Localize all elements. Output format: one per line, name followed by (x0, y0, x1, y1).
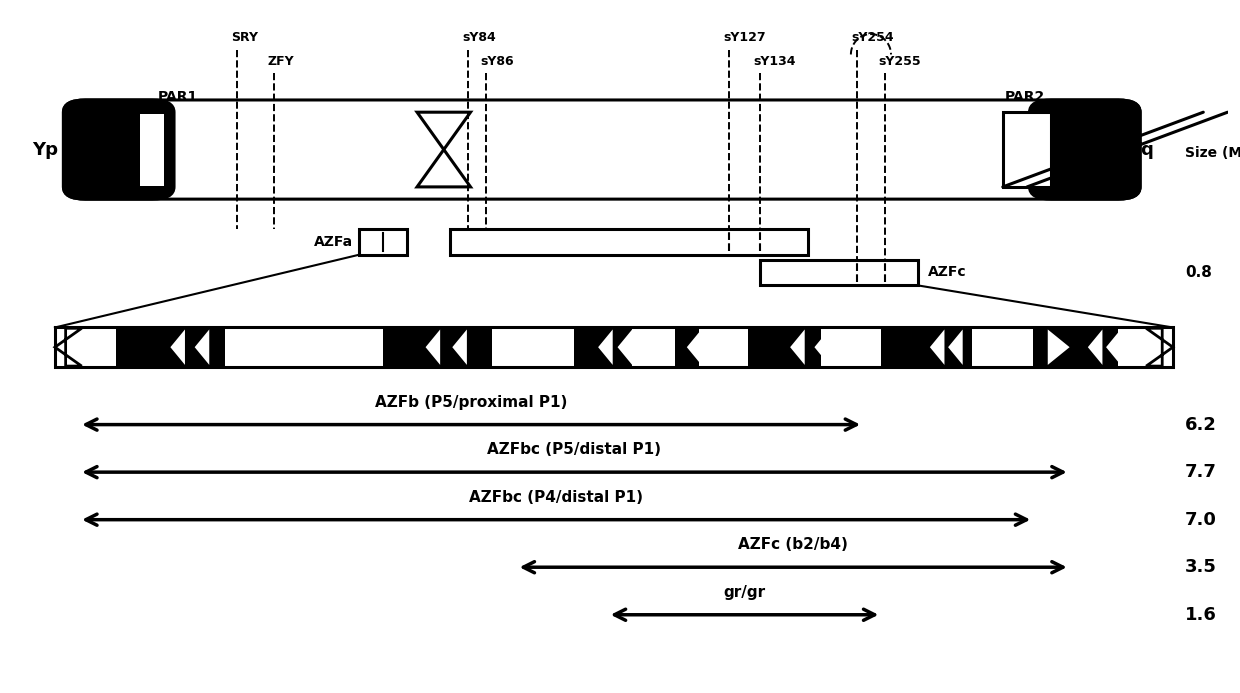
Bar (748, 328, 821, 367)
Polygon shape (425, 329, 440, 365)
Text: Yp: Yp (32, 141, 58, 159)
Bar (1003, 112, 1052, 187)
Polygon shape (1106, 329, 1121, 365)
Polygon shape (1048, 329, 1070, 365)
Bar (574, 328, 632, 367)
Text: AZFa: AZFa (314, 235, 352, 249)
Bar (450, 229, 808, 255)
Polygon shape (288, 329, 310, 365)
Polygon shape (687, 329, 702, 365)
Polygon shape (170, 329, 185, 365)
Polygon shape (930, 329, 945, 365)
Polygon shape (790, 329, 805, 365)
Polygon shape (713, 329, 735, 365)
Bar (249, 331, 383, 363)
Text: gr/gr: gr/gr (723, 585, 765, 600)
Text: 6.2: 6.2 (1185, 416, 1216, 434)
Bar (699, 331, 748, 363)
Polygon shape (815, 329, 830, 365)
Bar (115, 328, 224, 367)
Text: Size (Mb): Size (Mb) (1185, 146, 1240, 160)
Bar (675, 328, 699, 367)
FancyBboxPatch shape (63, 100, 174, 199)
Bar (358, 229, 407, 255)
Bar (383, 328, 492, 367)
Bar (882, 328, 972, 367)
Bar (760, 260, 918, 286)
Text: sY134: sY134 (754, 55, 796, 68)
Text: AZFbc (P5/distal P1): AZFbc (P5/distal P1) (487, 442, 661, 457)
Bar (821, 331, 882, 363)
Polygon shape (55, 328, 82, 366)
Text: Yq: Yq (1128, 141, 1154, 159)
Polygon shape (195, 329, 210, 365)
Text: sY127: sY127 (723, 31, 766, 44)
Text: SRY: SRY (231, 31, 258, 44)
Polygon shape (618, 329, 632, 365)
Text: sY254: sY254 (851, 31, 894, 44)
Text: sY255: sY255 (879, 55, 921, 68)
Bar (55, 328, 1173, 367)
Polygon shape (1087, 329, 1102, 365)
Bar (632, 331, 675, 363)
Text: AZFb (P5/proximal P1): AZFb (P5/proximal P1) (374, 394, 568, 410)
Bar (1033, 328, 1118, 367)
Text: AZFbc (P4/distal P1): AZFbc (P4/distal P1) (469, 490, 644, 505)
FancyBboxPatch shape (1029, 100, 1140, 199)
Polygon shape (949, 329, 962, 365)
Polygon shape (598, 329, 613, 365)
Text: AZFb: AZFb (460, 235, 500, 249)
Polygon shape (453, 329, 467, 365)
Text: sY86: sY86 (480, 55, 513, 68)
Polygon shape (417, 150, 470, 187)
Text: 7.0: 7.0 (1185, 511, 1216, 529)
Bar (1003, 112, 1052, 187)
Bar (417, 109, 470, 191)
FancyBboxPatch shape (63, 100, 1140, 199)
Polygon shape (830, 329, 851, 365)
Bar (140, 114, 164, 186)
Polygon shape (417, 112, 470, 150)
Text: 0.8: 0.8 (1185, 265, 1211, 280)
Text: PAR2: PAR2 (1006, 90, 1045, 104)
Text: ZFY: ZFY (268, 55, 294, 68)
Text: PAR1: PAR1 (159, 90, 198, 104)
Text: 7.7: 7.7 (1185, 463, 1216, 481)
Text: 3.5: 3.5 (1185, 559, 1216, 576)
Polygon shape (1146, 328, 1173, 366)
Text: 1.6: 1.6 (1185, 606, 1216, 624)
Text: sY84: sY84 (463, 31, 496, 44)
Text: AZFc (b2/b4): AZFc (b2/b4) (738, 537, 848, 552)
Text: AZFc: AZFc (928, 265, 966, 279)
